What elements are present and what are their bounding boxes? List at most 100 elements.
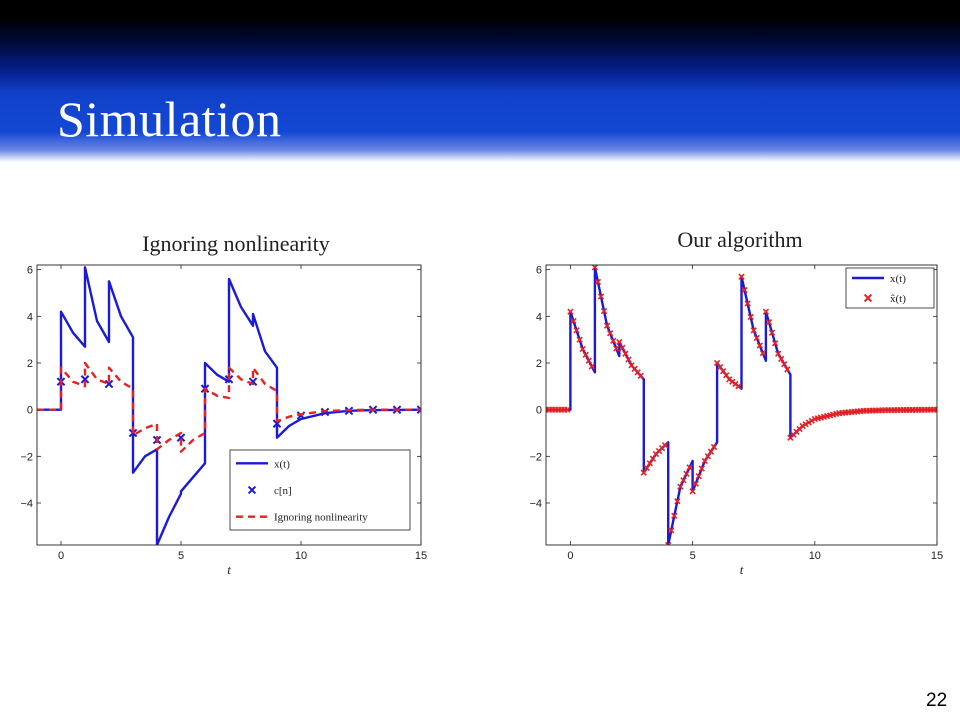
legend-label: x(t) — [890, 273, 906, 285]
legend-box — [845, 267, 935, 309]
series-2-marker — [104, 379, 114, 389]
series-2-marker — [765, 319, 773, 326]
series-2-marker — [686, 464, 693, 471]
x-axis-label: t — [227, 562, 231, 577]
y-tick-label: 6 — [27, 265, 33, 277]
series-2-marker — [603, 322, 611, 329]
series-2-marker — [610, 337, 617, 344]
series-2-marker — [680, 477, 687, 484]
chart-1: Ignoring nonlinearity 0 5 10 15 −4 −2 0 2 4 6 t x(t)… — [20, 231, 427, 577]
legend-label: x̂(t) — [890, 293, 906, 305]
series-2-marker — [762, 308, 770, 315]
x-tick-label: 15 — [415, 550, 427, 562]
series-2-marker — [582, 351, 589, 358]
series-2-marker — [784, 366, 791, 373]
series-2-marker — [707, 448, 715, 455]
series-2-marker — [668, 527, 675, 534]
series-2-marker — [570, 317, 577, 325]
legend-swatch — [247, 485, 257, 495]
series-2-marker — [625, 356, 632, 363]
y-tick-label: 6 — [536, 265, 542, 277]
series-2-marker — [744, 300, 751, 307]
plot-area — [546, 265, 937, 545]
series-2-marker — [643, 464, 650, 472]
series-2-marker — [80, 375, 90, 384]
series-2-marker — [759, 349, 767, 357]
series-2-marker — [585, 357, 592, 364]
series-2-marker — [606, 330, 614, 337]
x-tick-label: 10 — [809, 550, 821, 562]
series-2-marker — [661, 442, 669, 449]
series-2-marker — [778, 355, 785, 363]
series-2-marker — [689, 488, 696, 495]
series-2-marker — [695, 473, 702, 480]
series-2-marker — [710, 443, 718, 451]
series-2-marker — [646, 460, 654, 467]
series-2-marker — [640, 469, 647, 476]
y-tick-label: 4 — [27, 311, 33, 323]
series-2-marker — [802, 421, 809, 428]
series-2-marker — [567, 308, 574, 315]
legend-swatch — [863, 293, 873, 303]
series-1-line — [37, 266, 421, 545]
series-2-marker — [799, 422, 806, 430]
x-tick-label: 10 — [295, 550, 307, 562]
series-2-marker — [600, 307, 608, 315]
y-tick-label: 2 — [27, 358, 33, 370]
series-2-marker — [701, 457, 709, 465]
slide-title: Simulation — [57, 91, 282, 147]
y-tick-label: 2 — [536, 358, 542, 370]
chart-title: Our algorithm — [677, 227, 802, 252]
series-2-marker — [738, 273, 745, 280]
series-2-marker — [616, 338, 623, 346]
series-2-marker — [622, 350, 629, 357]
series-2-marker — [671, 512, 678, 519]
x-tick-label: 5 — [690, 550, 696, 562]
series-2-marker — [576, 336, 583, 343]
chart-title: Ignoring nonlinearity — [142, 231, 330, 256]
series-2-marker — [683, 470, 690, 477]
series-2-marker — [674, 498, 681, 505]
series-1-line — [546, 266, 937, 545]
y-tick-label: 4 — [536, 311, 542, 323]
y-tick-label: −2 — [529, 451, 542, 463]
series-2-marker — [665, 541, 672, 545]
y-tick-label: −2 — [20, 451, 33, 463]
series-2-marker — [591, 265, 599, 271]
series-2-marker — [564, 406, 571, 413]
series-2-marker — [416, 405, 421, 414]
series-2-marker — [698, 465, 705, 472]
series-2-marker — [756, 342, 763, 349]
page-number: 22 — [926, 690, 948, 711]
series-2-marker — [677, 483, 684, 490]
series-2-marker — [768, 329, 776, 336]
series-2-marker — [774, 350, 782, 357]
legend-label: x(t) — [274, 458, 290, 470]
series-2-marker — [588, 363, 595, 370]
series-2-marker — [747, 313, 754, 321]
series-2-marker — [735, 383, 742, 390]
chart-2: Our algorithm 0 5 10 15 −4 −2 0 2 4 6 t x(t) x̂(t) — [529, 227, 943, 577]
legend: x(t) c[n] Ignoring nonlinearity — [229, 449, 411, 531]
series-2-marker — [933, 406, 937, 413]
series-2-marker — [597, 293, 605, 300]
series-2-marker — [741, 286, 748, 294]
legend-label: Ignoring nonlinearity — [274, 512, 368, 524]
series-2-marker — [594, 278, 602, 286]
series-2-marker — [579, 345, 586, 353]
series-2-marker — [692, 480, 699, 487]
legend: x(t) x̂(t) — [845, 267, 935, 309]
x-tick-label: 15 — [931, 550, 943, 562]
series-2-marker — [781, 361, 788, 368]
series-2-marker — [805, 419, 812, 426]
y-tick-label: 0 — [27, 405, 33, 417]
x-axis-label: t — [740, 562, 744, 577]
x-tick-label: 0 — [58, 550, 64, 562]
series-2-marker — [753, 334, 760, 342]
y-tick-label: −4 — [20, 498, 33, 510]
series-2-marker — [613, 345, 620, 352]
x-tick-label: 5 — [178, 550, 184, 562]
y-tick-label: 0 — [536, 405, 542, 417]
plot-frame — [36, 264, 422, 546]
